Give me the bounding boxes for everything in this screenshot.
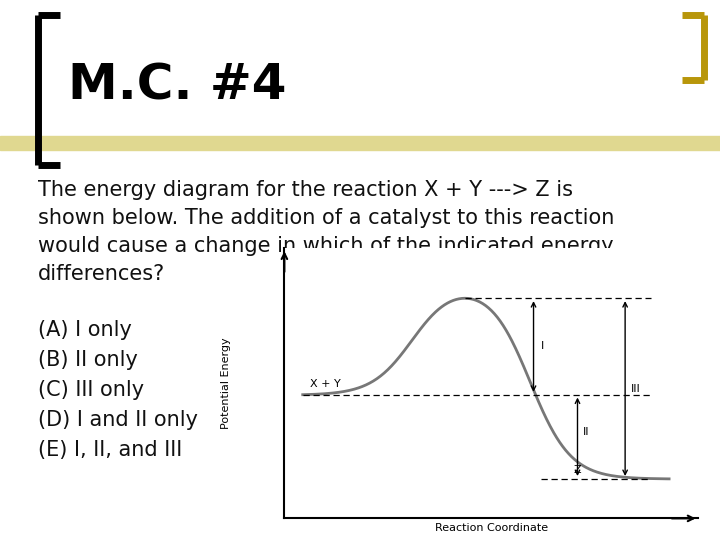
Text: (A) I only: (A) I only	[38, 320, 132, 340]
Text: (E) I, II, and III: (E) I, II, and III	[38, 440, 182, 460]
Text: (D) I and II only: (D) I and II only	[38, 410, 198, 430]
Text: (C) III only: (C) III only	[38, 380, 144, 400]
Text: differences?: differences?	[38, 264, 166, 284]
Text: would cause a change in which of the indicated energy: would cause a change in which of the ind…	[38, 236, 613, 256]
Text: (B) II only: (B) II only	[38, 350, 138, 370]
Text: X + Y: X + Y	[310, 380, 341, 389]
Text: M.C. #4: M.C. #4	[68, 61, 287, 109]
Text: The energy diagram for the reaction X + Y ---> Z is: The energy diagram for the reaction X + …	[38, 180, 573, 200]
X-axis label: Reaction Coordinate: Reaction Coordinate	[435, 523, 548, 532]
Text: Potential Energy: Potential Energy	[222, 338, 231, 429]
Text: shown below. The addition of a catalyst to this reaction: shown below. The addition of a catalyst …	[38, 208, 614, 228]
Text: II: II	[583, 427, 590, 436]
Text: Z: Z	[574, 465, 581, 475]
Text: III: III	[631, 383, 640, 394]
Text: I: I	[541, 341, 544, 352]
Bar	[0, 136, 720, 150]
